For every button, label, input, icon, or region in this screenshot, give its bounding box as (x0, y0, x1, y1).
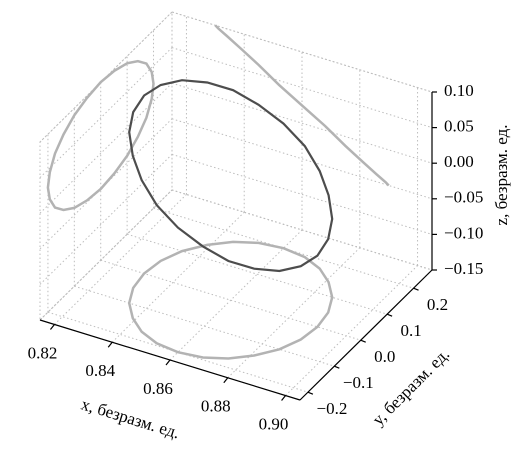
y-tick-label: 0.2 (427, 295, 448, 314)
x-tick-label: 0.82 (28, 343, 58, 362)
tick-mark (49, 324, 55, 330)
grid-line (54, 194, 187, 325)
grid-line (285, 265, 418, 396)
z-tick-label: 0.00 (444, 152, 474, 171)
tick-mark (281, 395, 287, 401)
projection-xz (214, 24, 390, 187)
x-axis-label: x, безразм. ед. (79, 394, 182, 442)
grid-line (171, 11, 433, 93)
projection-yz (46, 59, 155, 212)
orbit-line (128, 79, 334, 273)
grid-line (169, 229, 303, 361)
z-axis-label: z, безразм. ед. (492, 125, 511, 226)
y-tick-label: −0.2 (316, 399, 347, 418)
tick-mark (307, 391, 314, 395)
grid-line (227, 247, 361, 379)
projection-xy (127, 240, 334, 360)
grid-line (171, 189, 433, 271)
grid-line (39, 47, 173, 178)
tick-mark (223, 377, 229, 384)
z-tick-label: −0.10 (444, 223, 483, 242)
grid-line (39, 82, 173, 214)
tick-mark (413, 287, 419, 291)
grid-line (171, 82, 433, 164)
grid-line (171, 47, 433, 129)
z-tick-label: −0.15 (444, 259, 483, 278)
z-tick-label: −0.05 (444, 188, 483, 207)
grid-line (126, 233, 388, 315)
grid-line (39, 154, 173, 285)
x-tick-label: 0.88 (201, 397, 231, 416)
grid-line (39, 189, 173, 321)
grid-line (74, 285, 335, 367)
tick-mark (107, 341, 113, 348)
z-tick-label: 0.10 (444, 81, 474, 100)
grid-line (171, 153, 433, 235)
tick-mark (165, 359, 171, 366)
y-axis (299, 269, 433, 401)
y-tick-label: 0.1 (400, 321, 421, 340)
z-tick-label: 0.05 (444, 117, 474, 136)
tick-mark (360, 339, 366, 343)
grid-line (171, 118, 433, 200)
x-tick-label: 0.86 (143, 379, 173, 398)
x-axis (39, 319, 301, 401)
x-tick-label: 0.84 (85, 361, 115, 380)
y-tick-label: 0.0 (374, 347, 395, 366)
tick-mark (334, 365, 340, 369)
grid-line (111, 211, 245, 343)
x-tick-label: 0.90 (259, 414, 289, 433)
tick-mark (386, 313, 393, 317)
y-tick-label: −0.1 (343, 373, 374, 392)
